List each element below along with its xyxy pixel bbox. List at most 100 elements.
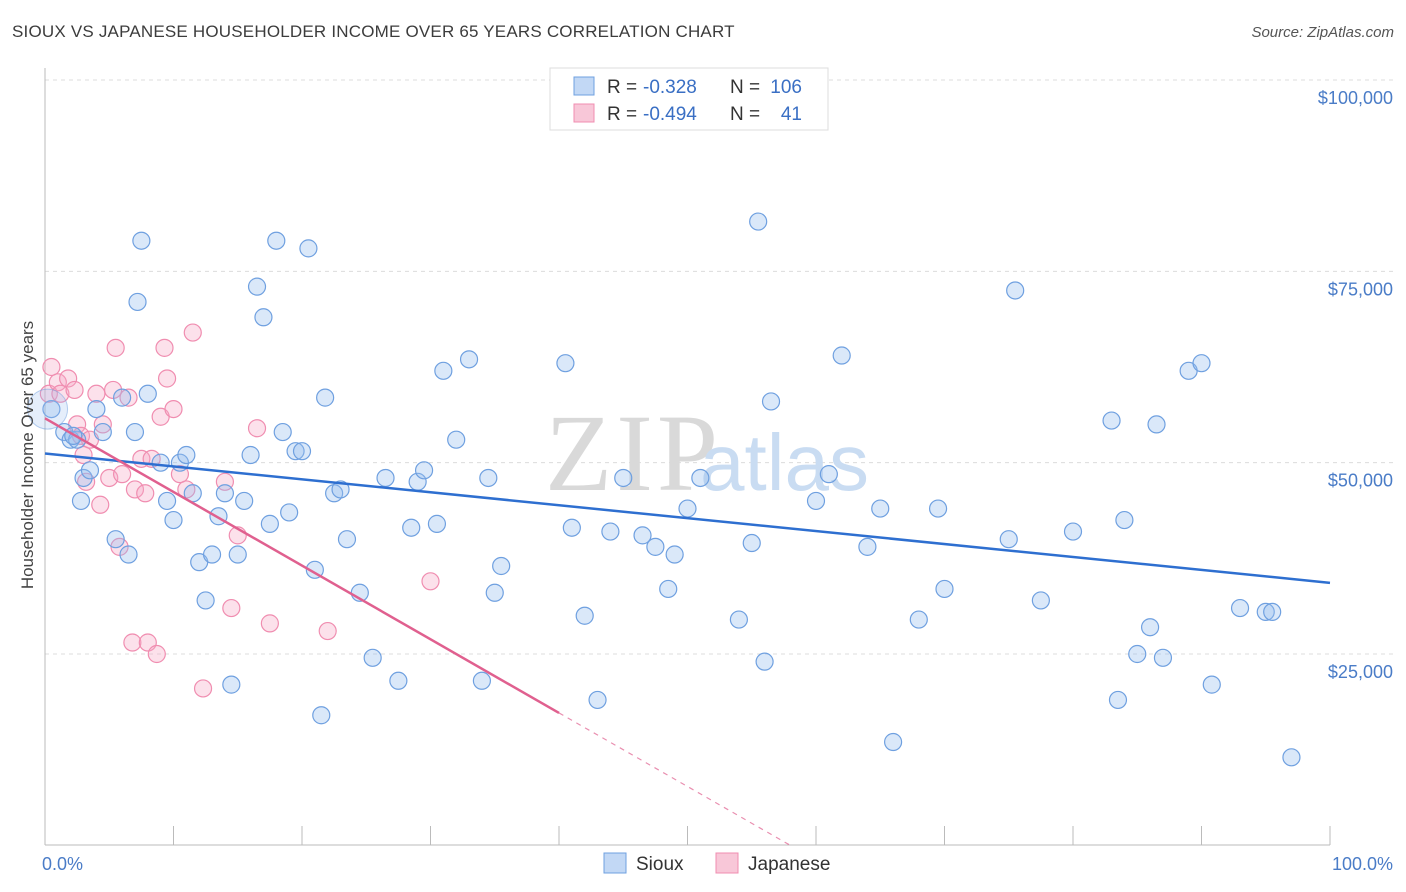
sioux-point-78: [806, 491, 826, 511]
japanese-point-23: [136, 484, 155, 503]
sioux-point-101: [1230, 598, 1250, 618]
legend-swatch-sioux: [573, 76, 595, 96]
source-label: Source: ZipAtlas.com: [1251, 24, 1394, 41]
sioux-cluster-marker: [27, 388, 69, 430]
sioux-point-89: [1031, 591, 1050, 610]
legend-n-label-sioux: N =: [730, 77, 760, 98]
sioux-point-67: [633, 526, 652, 545]
legend-r-value-sioux: -0.328: [643, 77, 697, 98]
sioux-point-35: [273, 422, 292, 442]
japanese-point-39: [260, 614, 279, 633]
japanese-point-36: [222, 598, 241, 618]
sioux-point-37: [286, 442, 305, 461]
sioux-point-17: [157, 491, 177, 511]
legend-r-label-sioux: R =: [607, 77, 637, 98]
japanese-point-5: [65, 380, 84, 400]
sioux-point-94: [1128, 644, 1147, 664]
sioux-point-9: [106, 530, 125, 549]
sioux-point-90: [1063, 522, 1083, 541]
chart-title: SIOUX VS JAPANESE HOUSEHOLDER INCOME OVE…: [12, 22, 735, 41]
japanese-point-33: [183, 323, 202, 342]
sioux-point-10: [112, 388, 132, 407]
bottom-legend-swatch-japanese: [715, 852, 739, 874]
legend-box: R = -0.328 N = 106 R = -0.494 N = 41: [549, 67, 829, 131]
sioux-point-82: [871, 499, 890, 518]
trendline-sioux: [44, 452, 1331, 585]
sioux-point-58: [479, 468, 498, 488]
sioux-point-36: [280, 503, 299, 522]
sioux-point-65: [601, 522, 620, 541]
y-tick-label-2: $75,000: [1328, 279, 1393, 299]
sioux-point-100: [1202, 675, 1221, 694]
sioux-point-52: [414, 461, 434, 480]
watermark-zip: ZIP: [545, 392, 722, 514]
sioux-point-48: [376, 468, 395, 488]
sioux-point-63: [575, 606, 594, 625]
sioux-point-8: [71, 491, 91, 511]
sioux-point-26: [215, 484, 234, 503]
sioux-point-56: [459, 350, 479, 369]
japanese-point-19: [119, 388, 138, 407]
sioux-point-45: [337, 530, 357, 549]
japanese-point-12: [91, 495, 110, 514]
japanese-point-11: [87, 384, 106, 403]
japanese-point-18: [112, 465, 132, 484]
sioux-point-31: [247, 277, 267, 296]
japanese-point-30: [164, 399, 183, 419]
sioux-point-61: [556, 354, 575, 373]
trendline-japanese-extension: [558, 712, 791, 846]
sioux-point-57: [472, 671, 491, 690]
bottom-legend-swatch-sioux: [603, 852, 627, 874]
sioux-point-16: [151, 453, 170, 472]
japanese-point-2: [48, 373, 67, 392]
sioux-point-95: [1140, 618, 1160, 637]
sioux-point-0: [42, 399, 61, 419]
sioux-point-76: [761, 392, 781, 411]
sioux-point-24: [202, 545, 222, 564]
sioux-point-32: [254, 308, 273, 327]
sioux-point-29: [235, 491, 254, 511]
sioux-point-86: [935, 579, 954, 599]
japanese-point-8: [74, 445, 93, 465]
sioux-point-38: [292, 442, 312, 461]
sioux-point-68: [646, 537, 665, 556]
sioux-point-14: [128, 292, 147, 312]
sioux-point-34: [267, 231, 286, 250]
japanese-point-29: [157, 369, 177, 388]
watermark-atlas: atlas: [700, 418, 869, 507]
legend-n-label-japanese: N =: [730, 104, 760, 125]
sioux-point-80: [832, 346, 851, 365]
sioux-point-18: [164, 510, 183, 530]
legend-r-label-japanese: R =: [607, 104, 637, 125]
japanese-point-26: [147, 644, 166, 664]
legend-n-value-japanese: 41: [781, 104, 802, 125]
sioux-point-85: [928, 499, 948, 518]
series-sioux-points: [27, 212, 1301, 767]
japanese-point-38: [247, 419, 267, 438]
japanese-point-21: [125, 480, 145, 499]
bottom-legend-sioux: Sioux: [636, 854, 684, 875]
japanese-point-1: [42, 357, 61, 377]
sioux-point-66: [614, 468, 633, 488]
y-tick-label-1: $50,000: [1328, 471, 1393, 491]
sioux-point-96: [1147, 415, 1166, 434]
y-axis-label: Householder Income Over 65 years: [18, 321, 37, 589]
sioux-point-59: [485, 583, 504, 602]
sioux-point-87: [999, 530, 1018, 549]
sioux-point-54: [434, 361, 453, 380]
sioux-point-64: [588, 690, 607, 710]
sioux-point-81: [858, 537, 877, 556]
watermark: ZIP atlas: [545, 392, 869, 514]
sioux-point-53: [427, 514, 447, 533]
japanese-point-40: [318, 621, 337, 641]
sioux-point-79: [819, 465, 838, 484]
sioux-point-72: [691, 468, 710, 488]
sioux-point-5: [80, 461, 100, 480]
japanese-point-4: [59, 369, 78, 388]
sioux-point-104: [1282, 748, 1301, 767]
sioux-point-60: [492, 556, 511, 576]
sioux-point-103: [1263, 602, 1282, 622]
trendline-japanese: [44, 417, 560, 715]
sioux-point-41: [312, 706, 331, 725]
